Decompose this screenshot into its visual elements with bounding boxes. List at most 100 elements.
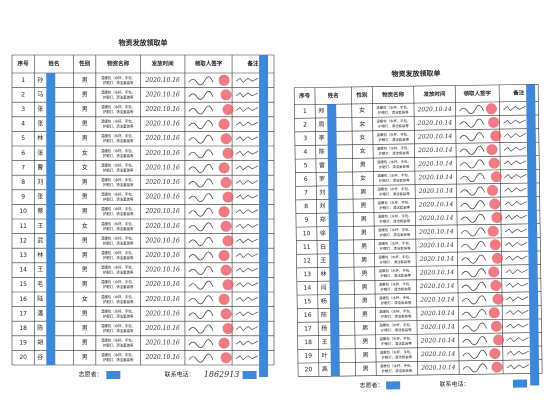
phone-handwriting bbox=[235, 340, 259, 346]
phone-handwriting bbox=[235, 107, 259, 112]
row-number: 8 bbox=[304, 203, 308, 210]
fingerprint bbox=[490, 320, 502, 332]
gender: 男 bbox=[362, 297, 368, 304]
row-number: 7 bbox=[304, 189, 308, 196]
fingerprint bbox=[486, 144, 498, 156]
phone-handwriting bbox=[506, 310, 529, 315]
item-name: 护眼灯、清洁套装等 bbox=[382, 368, 413, 373]
phone-handwriting bbox=[235, 282, 259, 288]
issue-date: 2020.10.14 bbox=[419, 255, 455, 262]
row-number: 17 bbox=[304, 325, 312, 332]
issue-date: 2020.10.14 bbox=[419, 296, 455, 303]
column-header: 备注 bbox=[247, 60, 260, 68]
issue-date: 2020.10.14 bbox=[419, 269, 455, 276]
row-number: 20 bbox=[19, 354, 27, 361]
row-number: 20 bbox=[305, 366, 313, 373]
phone-handwriting bbox=[235, 92, 259, 98]
issue-date: 2020.10.14 bbox=[420, 323, 456, 330]
phone-handwriting bbox=[235, 296, 259, 302]
issue-date: 2020.10.14 bbox=[420, 351, 456, 358]
gender: 男 bbox=[82, 281, 88, 288]
row-number: 14 bbox=[19, 267, 27, 274]
signature bbox=[461, 295, 487, 305]
name: 孙 bbox=[37, 76, 43, 84]
row-number: 18 bbox=[19, 325, 27, 332]
row-number: 2 bbox=[21, 91, 25, 98]
gender: 男 bbox=[82, 325, 88, 332]
item-name: 护眼灯、清洁套装等 bbox=[103, 343, 134, 348]
gender: 女 bbox=[82, 295, 88, 303]
gender: 女 bbox=[359, 120, 365, 128]
phone-handwriting bbox=[235, 355, 259, 361]
form-title: 物资发放领取单 bbox=[391, 69, 440, 79]
name: 刘 bbox=[319, 188, 325, 196]
item-name: 护眼灯、清洁套装等 bbox=[378, 123, 409, 128]
signature bbox=[188, 164, 214, 173]
phone-handwriting bbox=[235, 121, 259, 127]
name: 王 bbox=[37, 223, 43, 230]
footer-label: 联系电话： bbox=[165, 371, 195, 379]
form-page: 物资发放领取单序号 姓名 性别 物资名称 发放时间 领取人签字 备注1 孙男温暖包（水杯、手包… bbox=[11, 38, 275, 379]
signature bbox=[188, 91, 214, 100]
phone-handwriting bbox=[505, 242, 528, 247]
phone-handwriting bbox=[235, 253, 259, 258]
phone-handwriting bbox=[505, 255, 528, 261]
name: 高 bbox=[322, 365, 328, 373]
item-name: 温暖包（水杯、手包、 bbox=[378, 213, 412, 218]
item-name: 护眼灯、清洁套装等 bbox=[103, 153, 134, 158]
column-header: 发放时间 bbox=[151, 60, 175, 68]
phone-handwriting bbox=[235, 311, 259, 317]
item-name: 护眼灯、清洁套装等 bbox=[103, 94, 134, 99]
item-name: 温暖包（水杯、手包、 bbox=[101, 352, 135, 357]
name: 郑 bbox=[320, 215, 326, 223]
item-name: 护眼灯、清洁套装等 bbox=[380, 245, 411, 250]
signature bbox=[461, 241, 486, 250]
gender: 男 bbox=[82, 310, 88, 317]
name: 白 bbox=[320, 243, 326, 251]
table-border bbox=[413, 86, 419, 376]
row-number: 9 bbox=[21, 194, 25, 201]
name: 马 bbox=[37, 90, 43, 98]
phone-handwriting bbox=[506, 350, 529, 356]
gender: 男 bbox=[82, 354, 88, 361]
signature bbox=[188, 339, 214, 348]
item-name: 温暖包（水杯、手包、 bbox=[379, 336, 413, 341]
column-header: 姓名 bbox=[327, 91, 339, 99]
gender: 男 bbox=[361, 243, 367, 250]
signature bbox=[460, 200, 486, 210]
fingerprint bbox=[493, 334, 505, 346]
fingerprint bbox=[220, 352, 232, 364]
signature bbox=[188, 193, 214, 202]
name: 张 bbox=[37, 105, 43, 113]
item-name: 温暖包（水杯、手包、 bbox=[101, 133, 135, 138]
item-name: 温暖包（水杯、手包、 bbox=[101, 104, 135, 109]
fingerprint bbox=[218, 337, 230, 349]
issue-date: 2020.10.16 bbox=[144, 296, 180, 303]
phone-handwriting bbox=[505, 296, 529, 302]
issue-date: 2020.10.16 bbox=[144, 340, 180, 347]
item-name: 护眼灯、清洁套装等 bbox=[380, 259, 411, 264]
fingerprint bbox=[492, 293, 504, 305]
fingerprint bbox=[490, 280, 502, 292]
item-name: 护眼灯、清洁套装等 bbox=[103, 299, 134, 304]
item-name: 温暖包（水杯、手包、 bbox=[101, 250, 135, 255]
name: 张 bbox=[37, 193, 43, 201]
fingerprint bbox=[490, 171, 502, 183]
item-name: 温暖包（水杯、手包、 bbox=[101, 162, 135, 167]
row-number: 18 bbox=[304, 339, 312, 346]
signature bbox=[462, 363, 488, 373]
name: 武 bbox=[37, 236, 43, 244]
item-name: 护眼灯、清洁套装等 bbox=[103, 226, 134, 231]
item-name: 护眼灯、清洁套装等 bbox=[379, 150, 410, 155]
gender: 男 bbox=[361, 270, 367, 277]
table-border bbox=[371, 86, 377, 376]
fingerprint bbox=[222, 191, 234, 203]
gender: 女 bbox=[360, 174, 366, 182]
name: 叶 bbox=[322, 351, 328, 359]
fingerprint bbox=[222, 147, 234, 159]
name: 罗 bbox=[319, 176, 325, 183]
item-name: 温暖包（水杯、手包、 bbox=[380, 349, 414, 354]
name: 郑 bbox=[318, 107, 324, 115]
item-name: 温暖包（水杯、手包、 bbox=[379, 295, 413, 300]
row-number: 11 bbox=[303, 244, 311, 251]
